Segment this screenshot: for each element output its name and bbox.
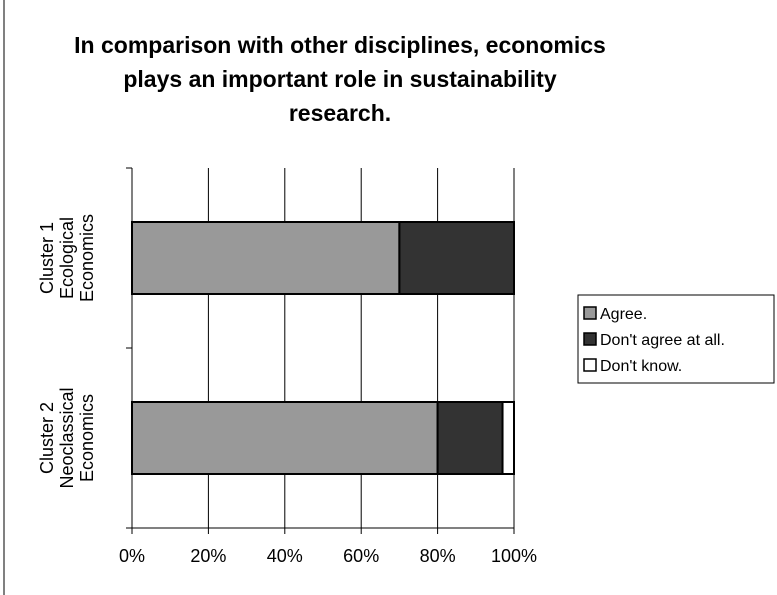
bar-segment <box>436 401 504 475</box>
x-tick-label: 80% <box>420 546 456 566</box>
category-label-line: Economics <box>77 394 97 482</box>
category-label-line: Economics <box>77 214 97 302</box>
legend-label: Don't know. <box>600 358 682 375</box>
legend-swatch <box>583 306 597 320</box>
chart-title: In comparison with other disciplines, ec… <box>60 28 620 130</box>
bar-segment <box>131 401 439 475</box>
category-label: Cluster 2NeoclassicalEconomics <box>37 387 97 488</box>
category-label-line: Neoclassical <box>57 387 77 488</box>
legend-box <box>577 294 775 384</box>
x-tick-label: 0% <box>119 546 145 566</box>
chart-title-line: plays an important role in sustainabilit… <box>123 66 557 92</box>
bar-segment <box>501 401 516 475</box>
category-label-line: Cluster 1 <box>37 222 57 294</box>
category-label-line: Cluster 2 <box>37 402 57 474</box>
category-label: Cluster 1EcologicalEconomics <box>37 214 97 302</box>
legend-label: Agree. <box>600 306 647 323</box>
chart-title-line: In comparison with other disciplines, ec… <box>74 32 606 58</box>
legend-swatch <box>583 358 597 372</box>
category-label-line: Ecological <box>57 217 77 299</box>
x-tick-label: 40% <box>267 546 303 566</box>
x-tick-label: 20% <box>190 546 226 566</box>
x-tick-label: 100% <box>491 546 537 566</box>
x-tick-label: 60% <box>343 546 379 566</box>
bar-segment <box>131 221 401 295</box>
legend-swatch <box>583 332 597 346</box>
legend-label: Don't agree at all. <box>600 332 725 349</box>
chart-title-line: research. <box>288 100 392 126</box>
bar-segment <box>398 221 515 295</box>
